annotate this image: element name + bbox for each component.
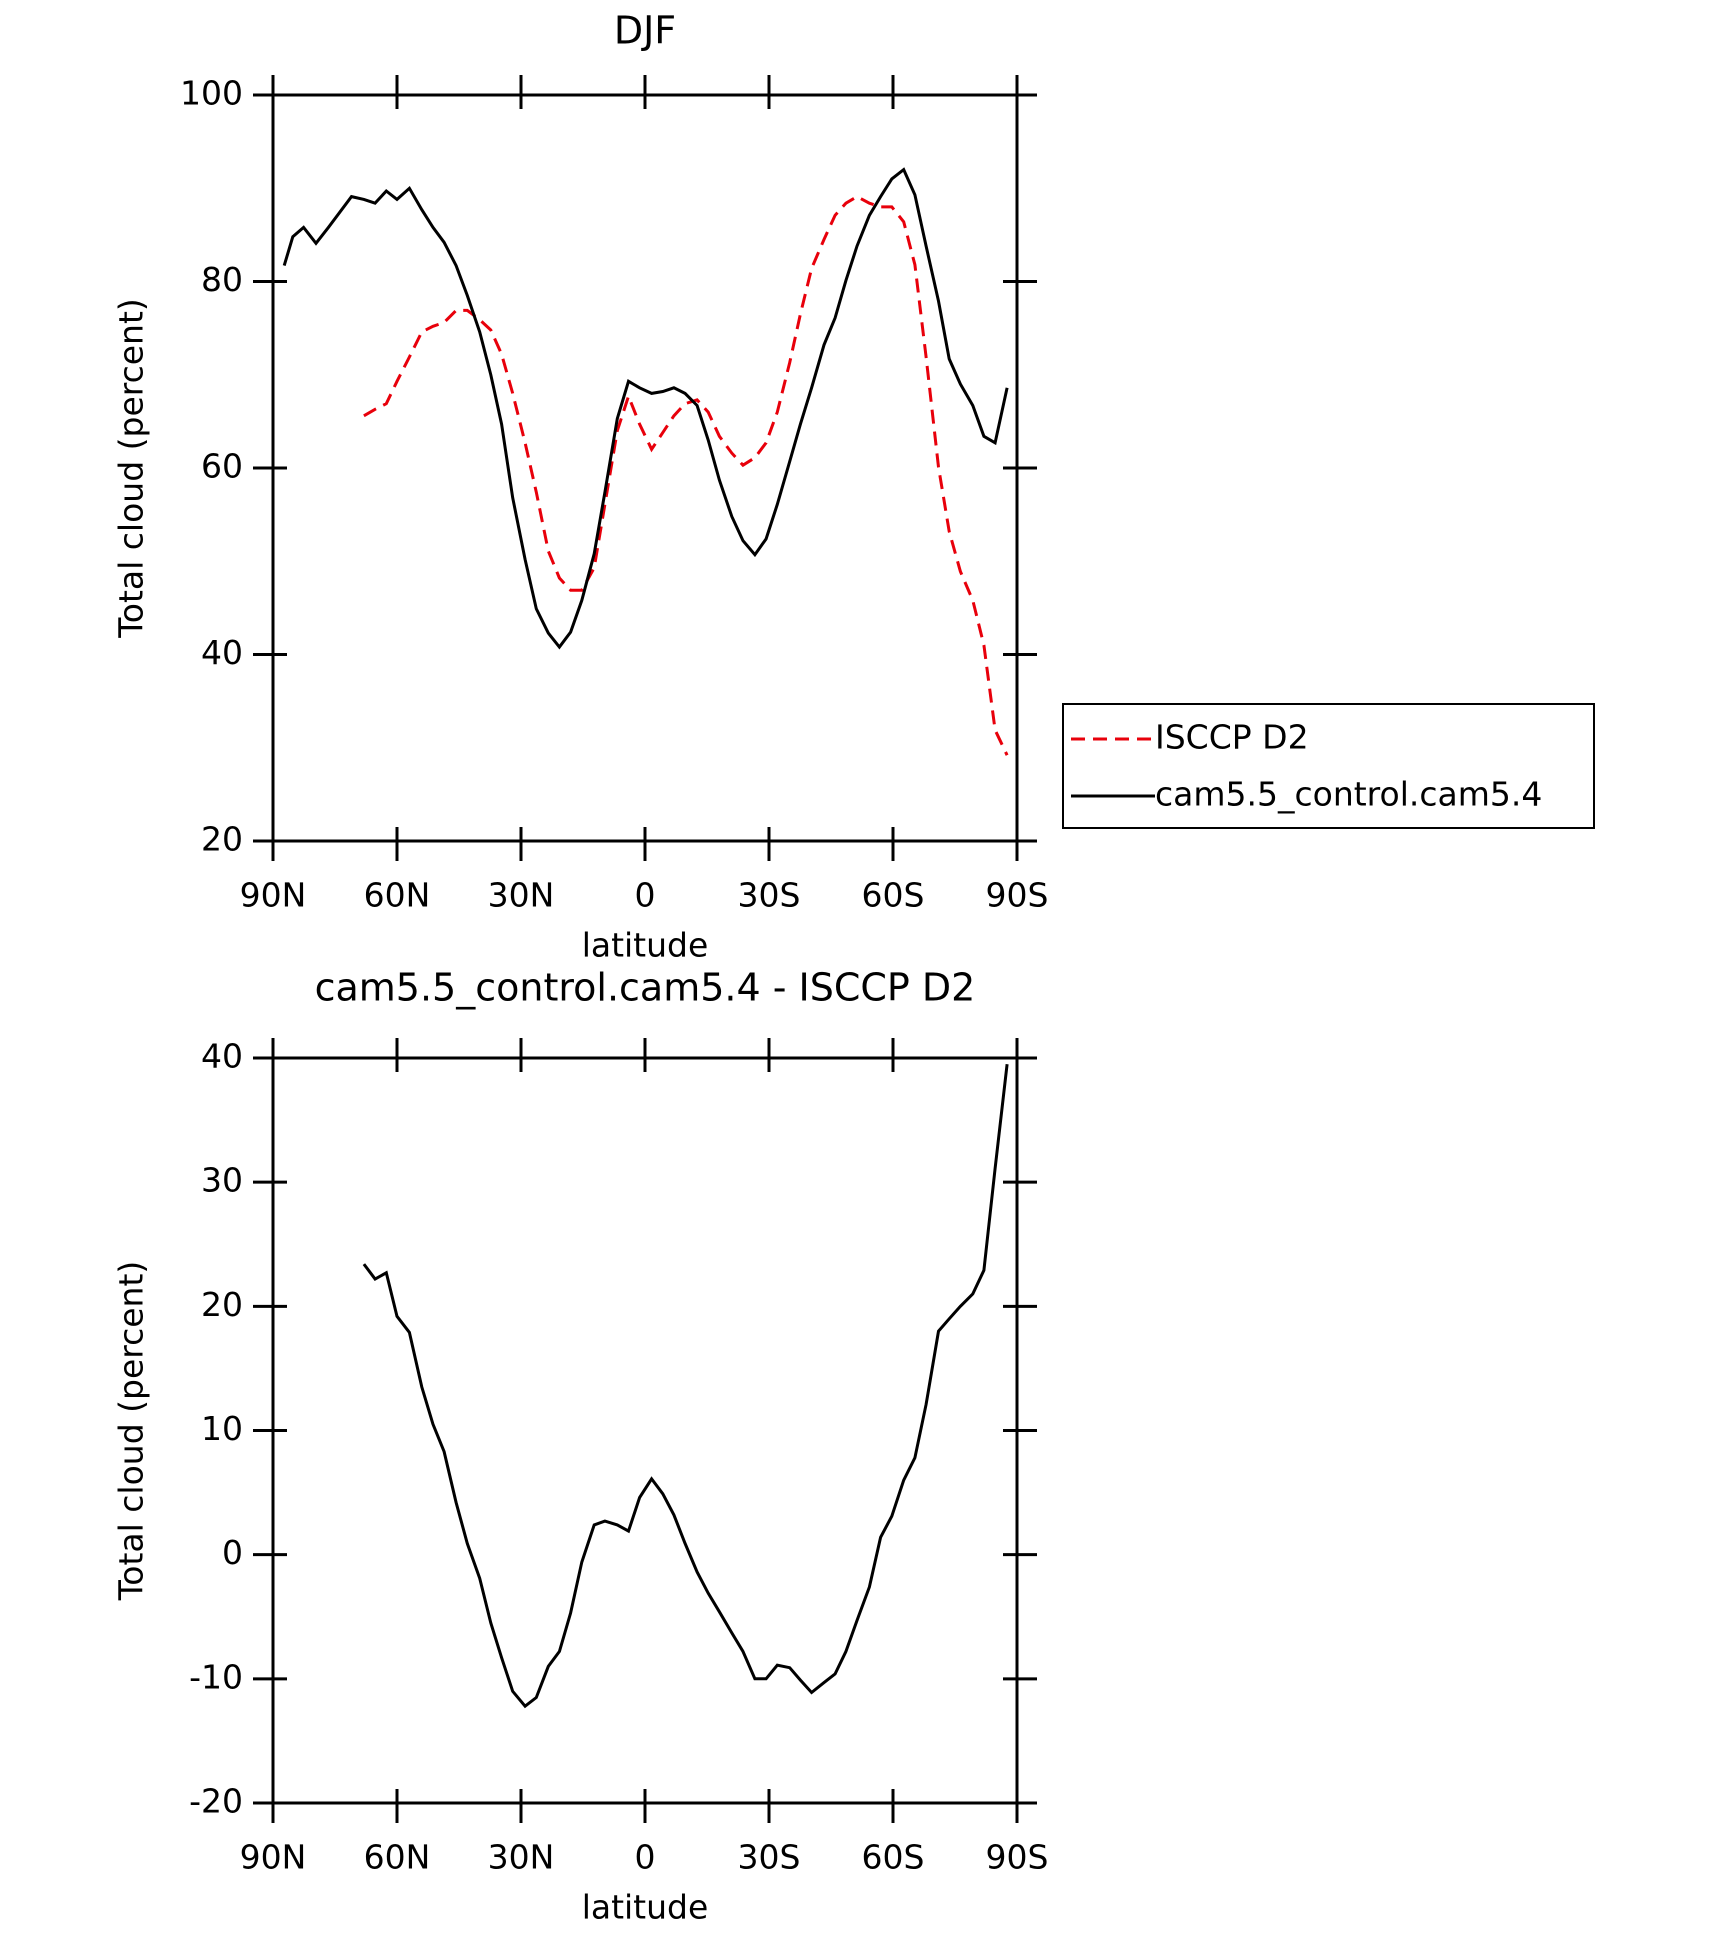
x-axis-label: latitude <box>582 1888 709 1927</box>
x-tick-label: 0 <box>635 876 656 915</box>
chart-title: DJF <box>614 9 676 53</box>
y-tick-label: 80 <box>201 260 243 299</box>
legend-label: cam5.5_control.cam5.4 <box>1155 775 1542 814</box>
plot-frame <box>271 93 1019 843</box>
x-tick-label: 60S <box>862 1838 925 1877</box>
y-tick-label: 60 <box>201 447 243 486</box>
x-tick-label: 60N <box>364 1838 431 1877</box>
data-line <box>362 1064 1009 1709</box>
y-tick-label: 10 <box>201 1409 243 1448</box>
x-tick-label: 0 <box>635 1838 656 1877</box>
y-axis-label: Total cloud (percent) <box>112 298 151 639</box>
x-tick-label: 30S <box>738 876 801 915</box>
x-axis-label: latitude <box>582 926 709 965</box>
x-tick-label: 30S <box>738 1838 801 1877</box>
plot-frame <box>271 1056 1019 1805</box>
y-tick-label: -10 <box>189 1657 243 1696</box>
x-tick-label: 90S <box>986 1838 1049 1877</box>
x-tick-label: 30N <box>488 876 555 915</box>
x-tick-label: 30N <box>488 1838 555 1877</box>
data-line <box>363 194 1009 756</box>
chart-title: cam5.5_control.cam5.4 - ISCCP D2 <box>315 966 976 1010</box>
legend-label: ISCCP D2 <box>1155 718 1309 757</box>
y-tick-label: 0 <box>222 1533 243 1572</box>
x-tick-label: 90S <box>986 876 1049 915</box>
y-tick-label: 20 <box>201 820 243 859</box>
x-tick-label: 60N <box>364 876 431 915</box>
y-tick-label: 40 <box>201 633 243 672</box>
y-tick-label: 100 <box>180 74 243 113</box>
y-tick-label: -20 <box>189 1782 243 1821</box>
x-tick-label: 60S <box>862 876 925 915</box>
y-axis-label: Total cloud (percent) <box>112 1261 151 1602</box>
x-tick-label: 90N <box>240 876 307 915</box>
legend-box <box>1062 703 1595 829</box>
y-tick-label: 20 <box>201 1285 243 1324</box>
x-tick-label: 90N <box>240 1838 307 1877</box>
data-line <box>282 167 1009 650</box>
y-tick-label: 30 <box>201 1161 243 1200</box>
y-tick-label: 40 <box>201 1037 243 1076</box>
